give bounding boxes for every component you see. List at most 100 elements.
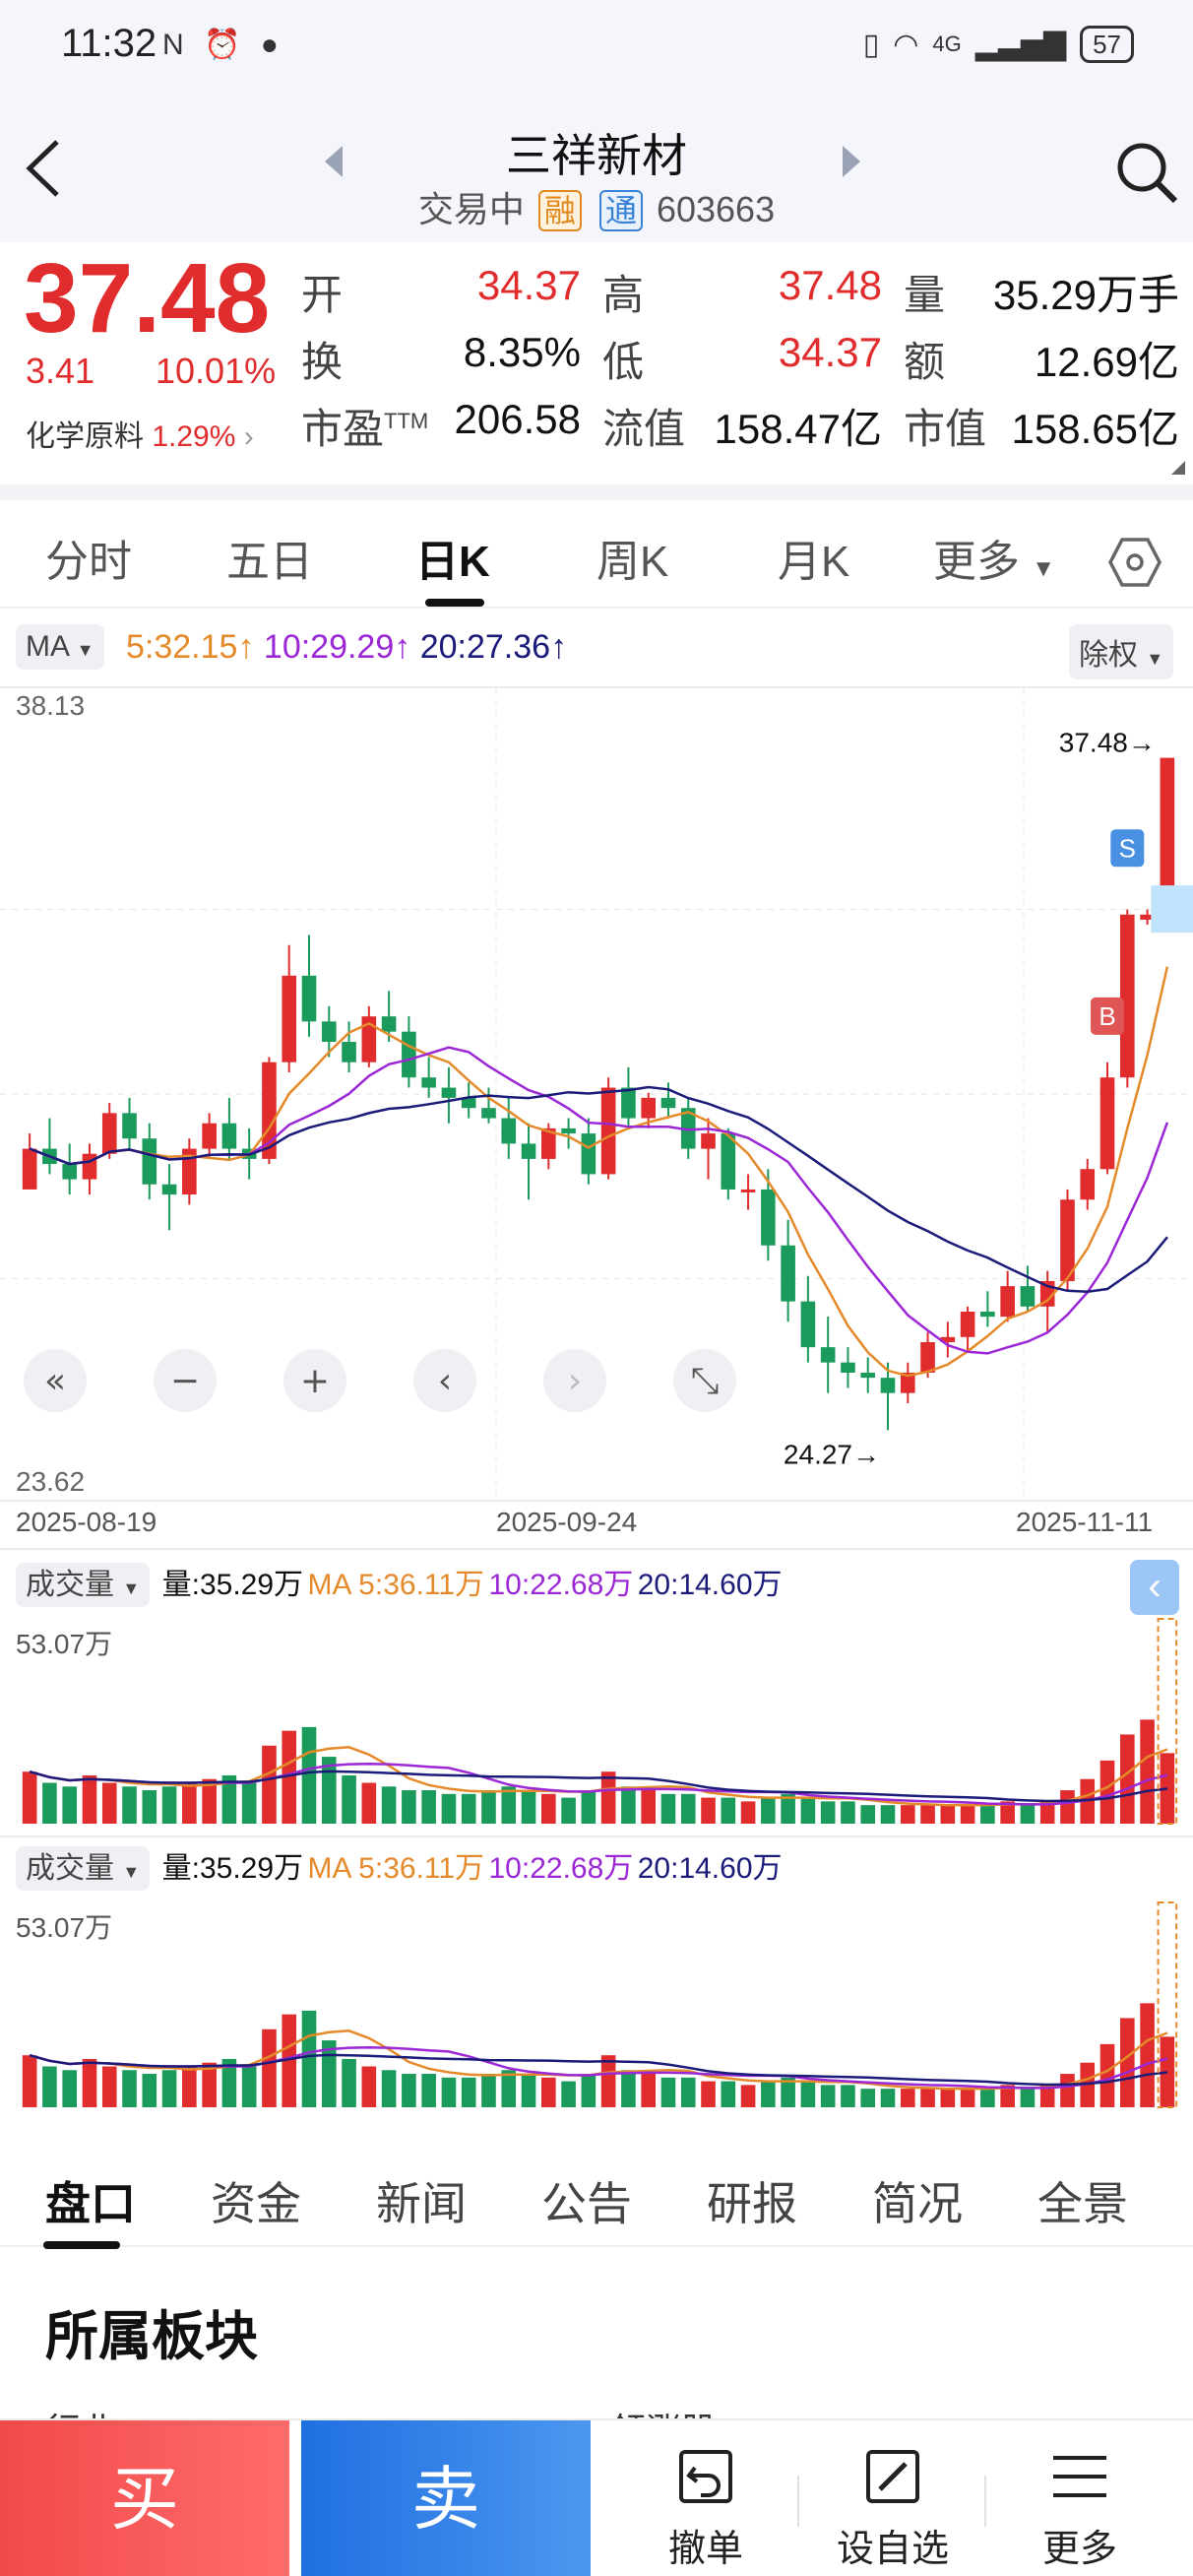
tab-five-day[interactable]: 五日: [226, 538, 313, 586]
tab-research[interactable]: 研报: [707, 2178, 797, 2229]
selected-bar-outline: [1157, 1618, 1178, 1825]
volume-bar: [880, 2089, 896, 2107]
volume-bar: [581, 2074, 596, 2107]
sell-button[interactable]: 卖: [301, 2420, 591, 2576]
tab-monthly-k[interactable]: 月K: [778, 538, 850, 586]
volume-bar: [22, 1771, 37, 1824]
tab-intraday[interactable]: 分时: [45, 538, 132, 586]
candle-body: [182, 1148, 197, 1195]
low-price-label: 24.27→: [784, 1439, 880, 1469]
candle-body: [1020, 1286, 1036, 1307]
adjust-label: 除权: [1079, 639, 1138, 672]
volume-bar: [62, 1786, 77, 1824]
volume-selector[interactable]: 成交量 ▼: [16, 1846, 151, 1891]
quote-label: 市盈TTM: [301, 406, 429, 452]
add-watchlist-label: 设自选: [836, 2529, 949, 2570]
edit-icon: [866, 2450, 919, 2503]
candle-body: [22, 1148, 37, 1190]
volume-bar: [481, 1790, 496, 1824]
volume-chart-2[interactable]: [0, 1899, 1193, 2115]
add-watchlist-button[interactable]: 设自选: [799, 2420, 986, 2576]
volume-bar: [980, 1805, 995, 1824]
volume-bar: [800, 2081, 816, 2107]
tab-overview[interactable]: 全景: [1037, 2178, 1128, 2229]
status-bar: 11:32 N ⏰ ● ▯ ◠ 4G ▂▃▅▇ 57: [0, 0, 1193, 95]
collapse-panel-button[interactable]: ‹: [1130, 1560, 1179, 1615]
tab-news[interactable]: 新闻: [376, 2178, 467, 2229]
scroll-left-icon: ‹: [438, 1361, 452, 1401]
candle-body: [301, 975, 317, 1022]
buy-button[interactable]: 买: [0, 2420, 289, 2576]
jump-start-button[interactable]: «: [24, 1349, 87, 1412]
candle-body: [940, 1336, 956, 1342]
volume-bar: [920, 1805, 935, 1824]
candle-body: [221, 1123, 237, 1149]
volume-bar: [441, 1793, 457, 1824]
candle-body: [980, 1311, 995, 1318]
fullscreen-button[interactable]: ⤡: [673, 1349, 736, 1412]
selection-highlight: [1151, 885, 1193, 934]
volume-bar: [740, 2085, 756, 2107]
volume-bar: [122, 2070, 137, 2107]
scroll-right-button[interactable]: ›: [543, 1349, 606, 1412]
tab-funds[interactable]: 资金: [211, 2178, 301, 2229]
ma-selector[interactable]: MA ▼: [16, 624, 104, 670]
volume-bar: [82, 2058, 97, 2107]
volume-bar: [182, 2066, 197, 2107]
volume-selector[interactable]: 成交量 ▼: [16, 1563, 151, 1607]
volume-bar: [301, 2010, 317, 2107]
chevron-right-icon: ›: [243, 420, 254, 453]
divider: [0, 1548, 1193, 1550]
ma20-line: [29, 1085, 1168, 1294]
adjust-selector[interactable]: 除权 ▼: [1069, 624, 1174, 679]
expand-corner-icon[interactable]: [1171, 461, 1185, 475]
candle-body: [1140, 914, 1155, 920]
tab-profile[interactable]: 简况: [872, 2178, 963, 2229]
buy-signal-marker[interactable]: [1091, 997, 1125, 1035]
candlestick-chart[interactable]: 38.13 23.62 37.48→ 24.27→ S B « − + ‹ › ⤡ 2025-0…: [0, 685, 1193, 1513]
tab-orderbook[interactable]: 盘口: [45, 2178, 136, 2229]
volume-bar: [282, 2014, 297, 2107]
tab-underline: [425, 599, 484, 607]
candle-body: [481, 1108, 496, 1119]
zoom-in-button[interactable]: +: [283, 1349, 346, 1412]
sell-signal-marker[interactable]: [1110, 829, 1145, 868]
zoom-out-button[interactable]: −: [154, 1349, 217, 1412]
scroll-left-button[interactable]: ‹: [413, 1349, 476, 1412]
tab-announcements[interactable]: 公告: [541, 2178, 632, 2229]
status-time: 11:32: [61, 22, 157, 65]
prev-stock-button[interactable]: [325, 146, 343, 177]
volume-bar: [262, 2029, 277, 2107]
scroll-right-icon: ›: [568, 1361, 582, 1401]
tab-underline: [43, 2241, 120, 2249]
chart-settings-button[interactable]: [1108, 536, 1162, 589]
more-button[interactable]: 更多: [986, 2420, 1173, 2576]
connect-tag: 通: [598, 190, 643, 231]
volume-bar: [1099, 1760, 1115, 1824]
volume-max-label: 53.07万: [16, 1629, 113, 1659]
sector-link[interactable]: 化学原料 1.29% ›: [26, 412, 254, 455]
volume-bar: [142, 1790, 157, 1824]
volume-bar: [361, 2066, 377, 2107]
date-start: 2025-08-19: [16, 1507, 157, 1537]
volume-bar: [1120, 1734, 1135, 1824]
candle-body: [880, 1378, 896, 1393]
search-icon: [1117, 143, 1178, 204]
candle-body: [920, 1341, 935, 1373]
tab-weekly-k[interactable]: 周K: [596, 538, 669, 586]
next-stock-button[interactable]: [843, 146, 860, 177]
cancel-order-button[interactable]: 撤单: [612, 2420, 799, 2576]
volume-chart-1[interactable]: [0, 1615, 1193, 1832]
tab-daily-k[interactable]: 日K: [415, 538, 490, 586]
volume-ma-line: [29, 2029, 1168, 2091]
tab-more[interactable]: 更多 ▼: [933, 526, 1055, 589]
quote-value: 37.48: [778, 262, 882, 308]
volume-bar: [761, 1797, 776, 1824]
ma5-line: [29, 966, 1169, 1378]
candle-body: [860, 1372, 876, 1379]
back-button[interactable]: [20, 134, 79, 213]
search-button[interactable]: [1112, 138, 1181, 207]
candle-body: [441, 1087, 457, 1098]
volume-bar: [221, 2058, 237, 2107]
vol-ma10: 10:22.68万: [488, 1852, 634, 1885]
